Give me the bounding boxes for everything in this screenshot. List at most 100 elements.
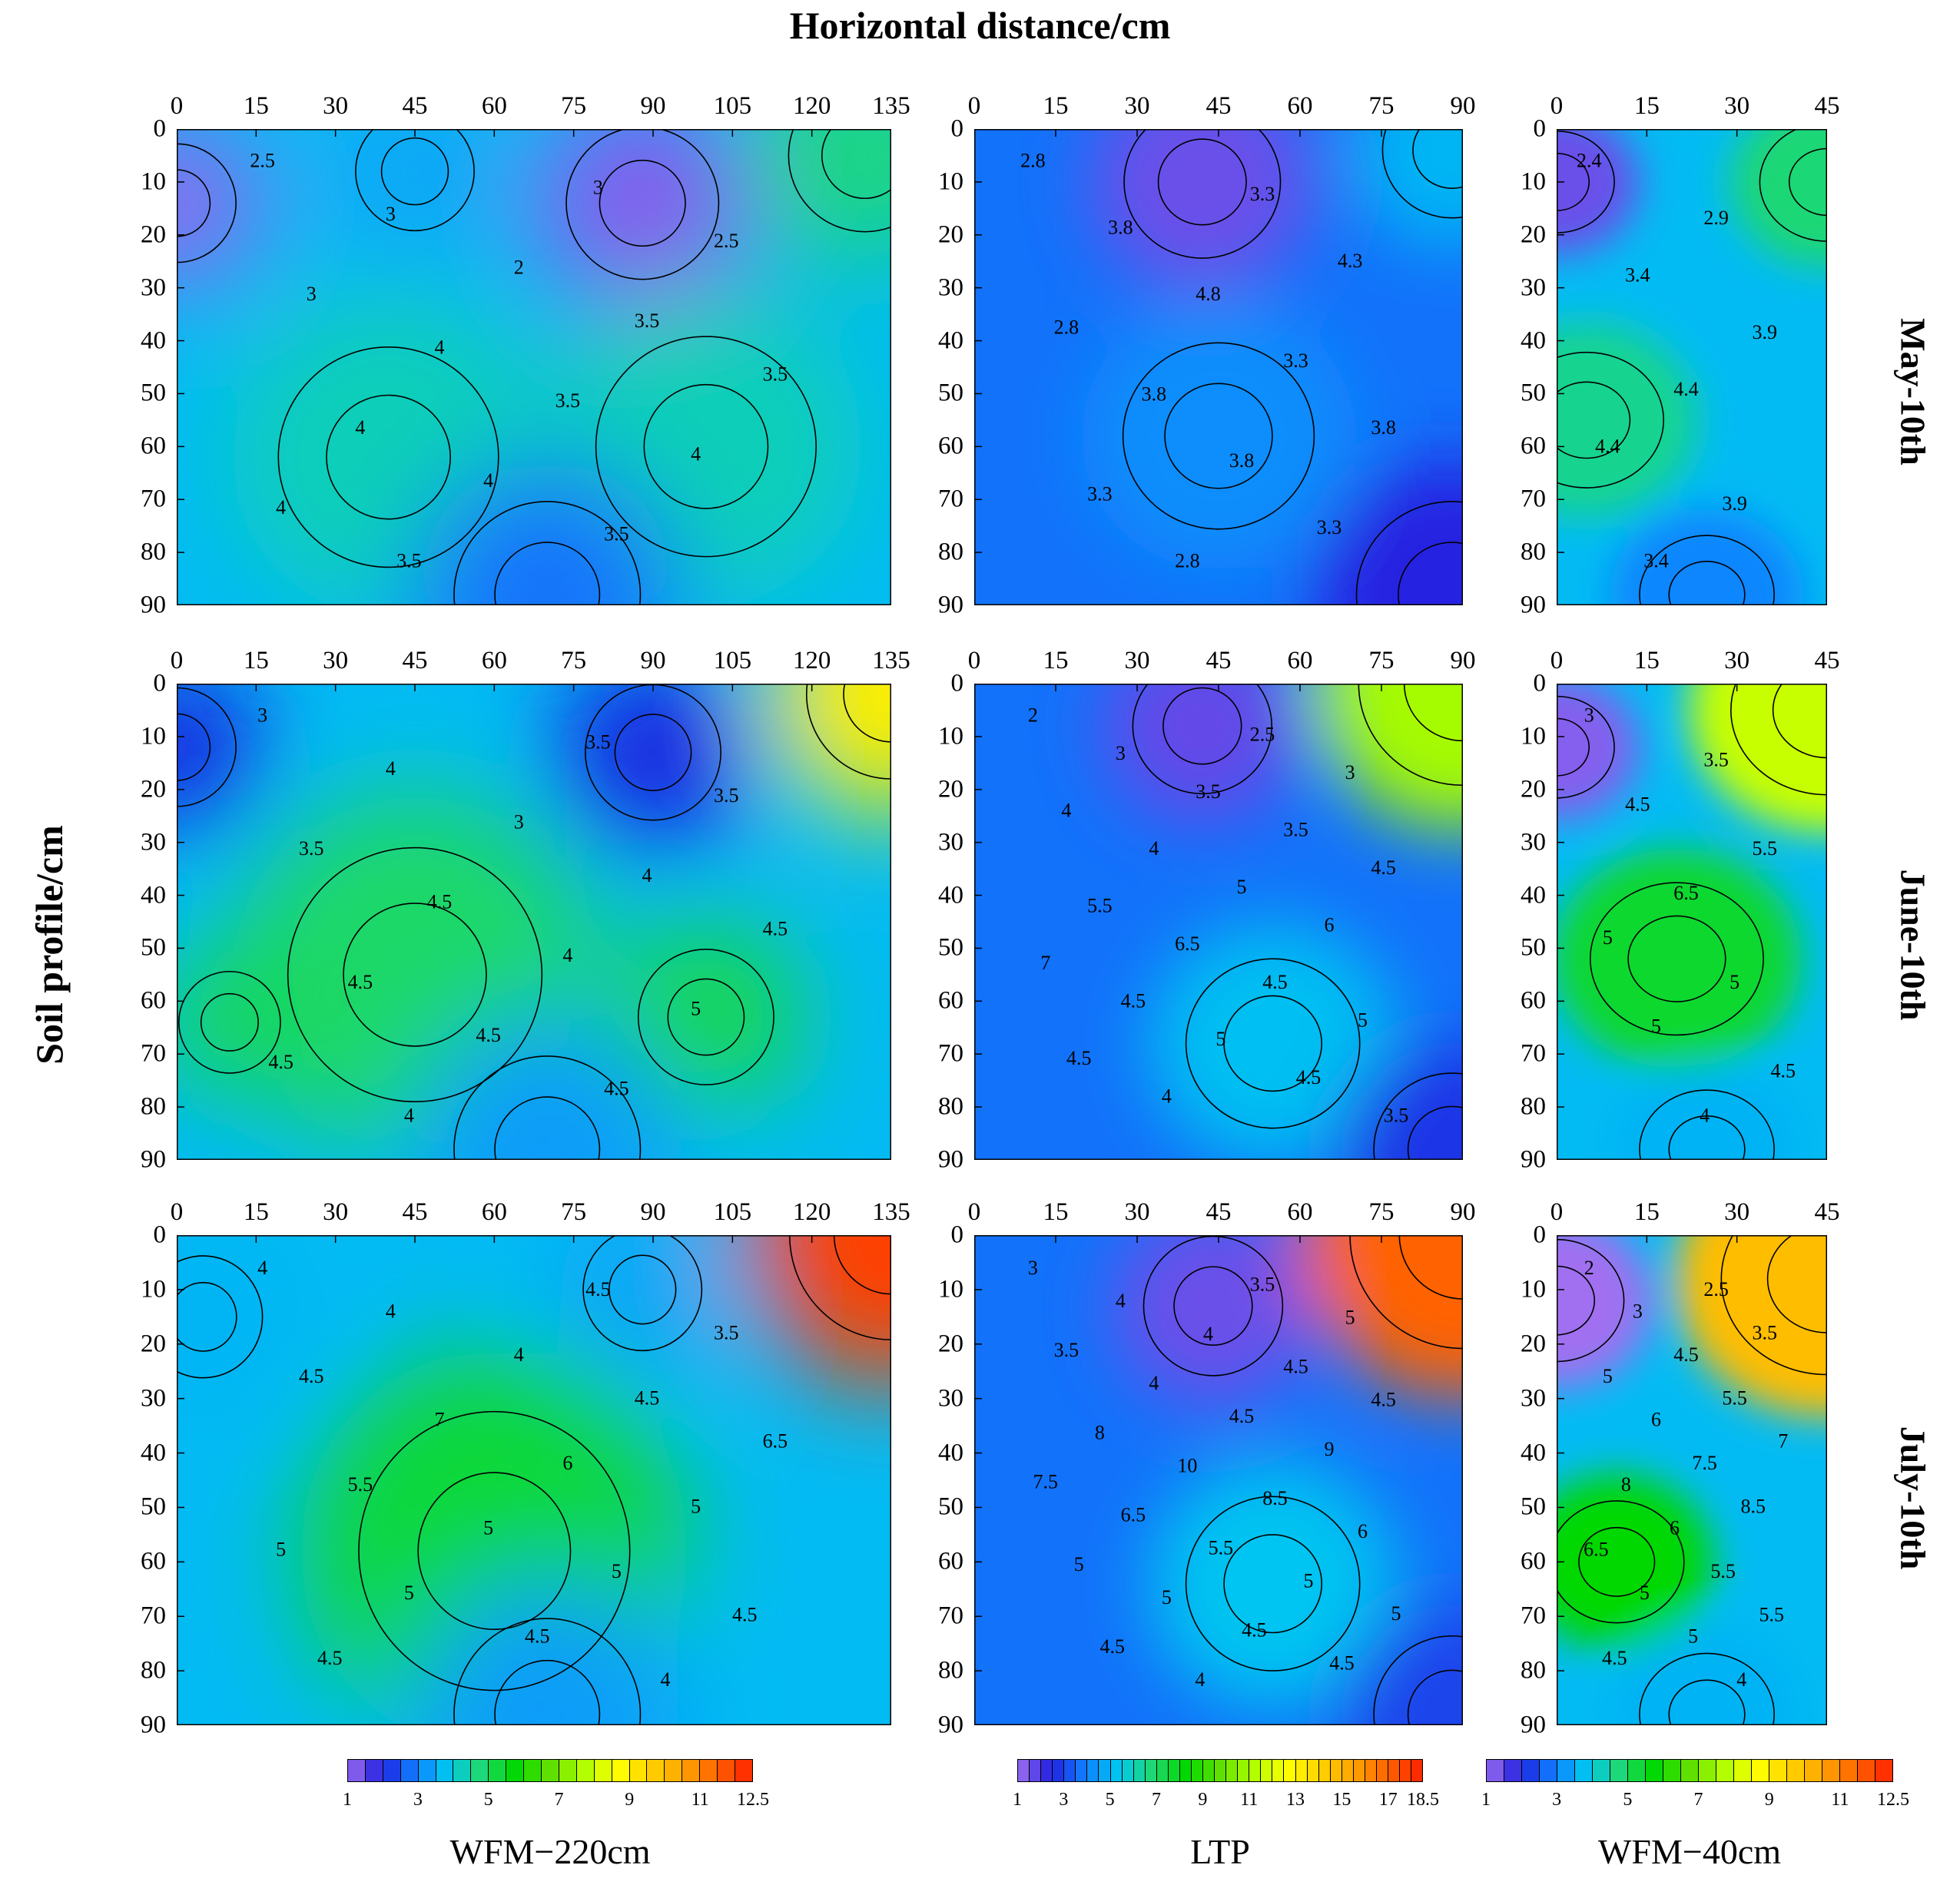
contour-line bbox=[177, 169, 211, 237]
x-tick-label: 135 bbox=[872, 647, 910, 674]
colorbar-tick-label: 9 bbox=[1198, 1790, 1208, 1810]
colorbar-segment bbox=[1487, 1760, 1504, 1781]
value-region bbox=[1557, 849, 1802, 1068]
contour-line bbox=[1720, 1235, 1827, 1376]
x-tick-label: 75 bbox=[1368, 92, 1395, 120]
contour-line bbox=[1772, 684, 1827, 759]
contour-line bbox=[453, 1618, 642, 1725]
y-tick-label: 40 bbox=[1521, 326, 1546, 355]
contour-line bbox=[1557, 152, 1590, 211]
contour-label: 5.5 bbox=[1722, 1386, 1747, 1409]
contour-label: 3.8 bbox=[1229, 449, 1255, 472]
contour-label: 3.3 bbox=[1087, 483, 1113, 505]
x-tick-label: 90 bbox=[640, 92, 666, 120]
x-tick-label: 60 bbox=[1287, 92, 1313, 120]
colorbar-segment bbox=[1295, 1760, 1308, 1781]
x-tick-label: 15 bbox=[1633, 92, 1660, 120]
contour-label: 2.5 bbox=[714, 230, 739, 252]
contour-label: 4.8 bbox=[1196, 283, 1221, 305]
contour-label: 5 bbox=[1391, 1602, 1401, 1625]
y-tick-label: 40 bbox=[141, 881, 166, 909]
colorbar-segment bbox=[1226, 1760, 1239, 1781]
colorbar-segment bbox=[453, 1760, 472, 1781]
x-tick-label: 60 bbox=[1287, 1198, 1313, 1226]
contour-line bbox=[1122, 342, 1315, 530]
contour-label: 5 bbox=[1236, 876, 1246, 898]
value-region bbox=[1081, 302, 1356, 570]
colorbar-segment bbox=[1646, 1760, 1663, 1781]
y-tick-label: 10 bbox=[938, 722, 963, 750]
contour-line bbox=[1185, 958, 1361, 1129]
contour-label: 4 bbox=[1061, 800, 1071, 822]
x-tick-label: 60 bbox=[481, 647, 507, 674]
value-region bbox=[1113, 1235, 1313, 1406]
colorbar-segment bbox=[436, 1760, 454, 1781]
contour-line bbox=[1639, 1089, 1775, 1160]
colorbar-tick-label: 3 bbox=[413, 1790, 423, 1810]
contour-line bbox=[614, 714, 692, 791]
colorbar-segment bbox=[1122, 1760, 1134, 1781]
y-tick-label: 10 bbox=[1521, 722, 1546, 750]
colorbar-segment bbox=[1249, 1760, 1262, 1781]
contour-label: 4 bbox=[404, 1104, 414, 1126]
contour-label: 4.5 bbox=[763, 917, 788, 939]
contour-line bbox=[1557, 695, 1615, 799]
x-tick-label: 0 bbox=[967, 1198, 981, 1226]
x-tick-label: 60 bbox=[1287, 647, 1313, 674]
colorbar-tick-label: 1 bbox=[1481, 1790, 1491, 1810]
value-region bbox=[769, 684, 891, 817]
contour-label: 3.9 bbox=[1752, 321, 1777, 343]
x-tick-label: 0 bbox=[1550, 1198, 1564, 1226]
y-tick-label: 90 bbox=[141, 1711, 166, 1739]
colorbar-segment bbox=[647, 1760, 665, 1781]
contour-line bbox=[358, 1410, 631, 1691]
y-tick-label: 40 bbox=[938, 326, 963, 355]
contour-label: 2.5 bbox=[1703, 1278, 1729, 1300]
value-region bbox=[1730, 129, 1827, 267]
contour-label: 6 bbox=[1670, 1517, 1680, 1539]
contour-line bbox=[1157, 138, 1247, 226]
value-region bbox=[1313, 684, 1463, 830]
y-tick-label: 30 bbox=[938, 1384, 963, 1413]
contour-label: 4 bbox=[642, 864, 652, 886]
contour-label: 3.5 bbox=[1196, 780, 1221, 803]
y-tick-label: 90 bbox=[938, 1711, 963, 1739]
contour-label: 4.5 bbox=[1371, 1389, 1396, 1411]
contour-line bbox=[453, 1055, 642, 1160]
contour-panel-ltp-july-10th: 3 3.5 4 5 4 3.5 4.5 4 4.5 4.5 8 9 10 7.5 8.5 6.5 6 5.5 5 5 5… bbox=[974, 1235, 1463, 1725]
x-axis-title: Horizontal distance/cm bbox=[789, 4, 1171, 47]
x-tick-label: 45 bbox=[1206, 647, 1232, 674]
colorbar-wfm-220cm bbox=[347, 1759, 753, 1782]
colorbar-segment bbox=[1064, 1760, 1076, 1781]
contour-line bbox=[821, 129, 891, 200]
colorbar-segment bbox=[1628, 1760, 1646, 1781]
contour-label: 4 bbox=[661, 1668, 671, 1691]
colorbar-segment bbox=[594, 1760, 612, 1781]
contour-label: 5.5 bbox=[1759, 1603, 1785, 1625]
contour-label: 3.3 bbox=[1317, 516, 1342, 538]
contour-plot: 2.4 2.9 3.4 3.9 4.4 4.4 3.9 3.4 bbox=[1557, 129, 1827, 605]
contour-label: 3 bbox=[1633, 1300, 1643, 1322]
y-tick-label: 10 bbox=[141, 167, 166, 196]
colorbar-segment bbox=[1179, 1760, 1192, 1781]
contour-label: 8.5 bbox=[1262, 1487, 1288, 1509]
x-tick-label: 15 bbox=[243, 647, 269, 674]
value-region bbox=[1675, 1235, 1827, 1417]
y-tick-label: 0 bbox=[1533, 1221, 1547, 1249]
contour-line bbox=[1398, 542, 1463, 605]
contour-line bbox=[1639, 1652, 1775, 1725]
colorbar-tick-label: 5 bbox=[483, 1790, 493, 1810]
contour-label: 5 bbox=[483, 1517, 493, 1539]
x-tick-label: 45 bbox=[1814, 92, 1840, 120]
colorbar-segment bbox=[1388, 1760, 1401, 1781]
contour-label: 4.5 bbox=[427, 891, 453, 913]
y-tick-label: 90 bbox=[938, 591, 963, 619]
y-tick-label: 40 bbox=[1521, 881, 1546, 909]
y-tick-label: 0 bbox=[153, 1221, 167, 1249]
contour-line bbox=[1759, 129, 1827, 242]
y-tick-label: 0 bbox=[950, 669, 964, 697]
contour-label: 4.5 bbox=[1242, 1619, 1267, 1642]
contour-label: 4 bbox=[1195, 1668, 1205, 1691]
contour-label: 2.4 bbox=[1577, 150, 1602, 172]
contour-label: 4.5 bbox=[1283, 1356, 1308, 1378]
